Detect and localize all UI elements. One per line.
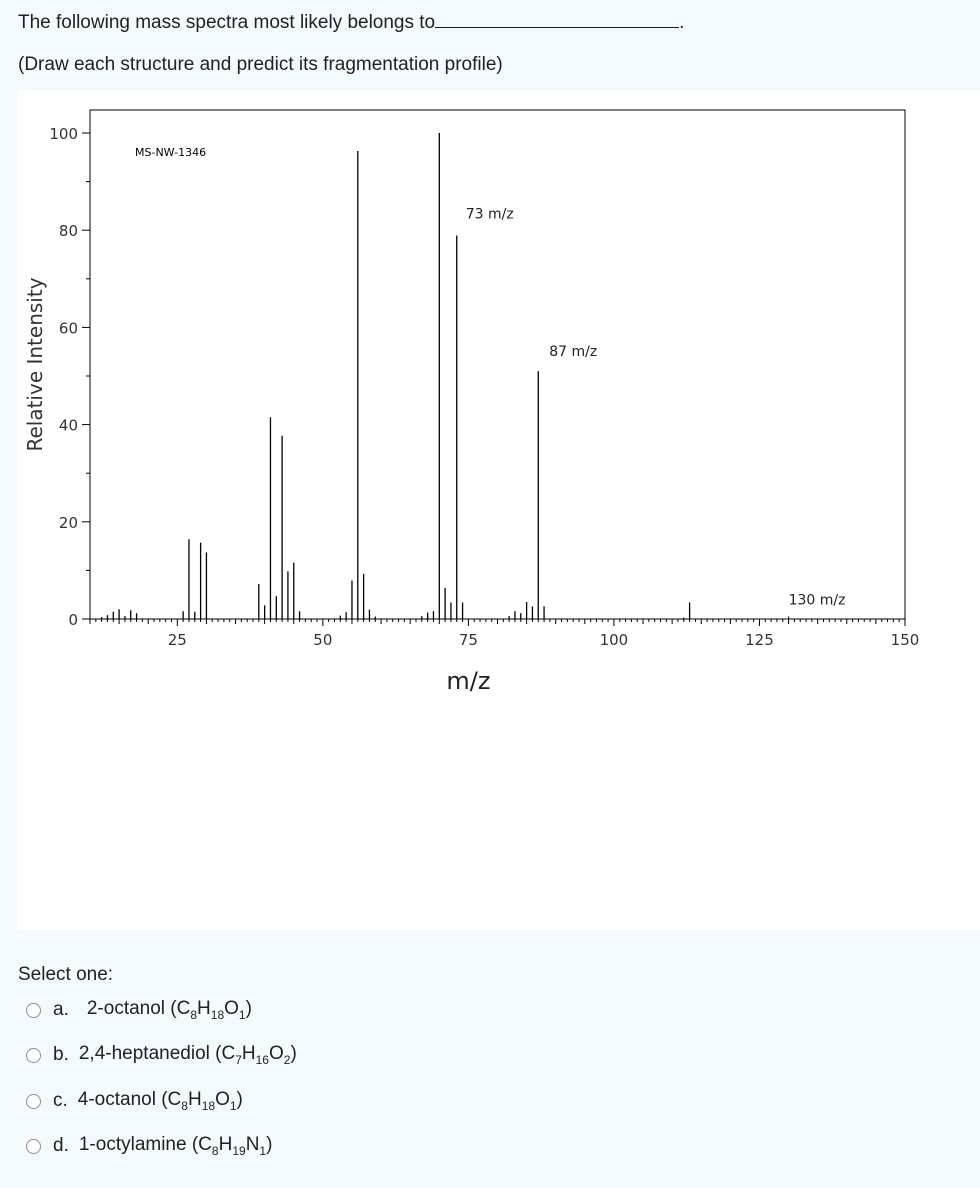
option-c-radio[interactable] <box>26 1093 41 1109</box>
question-instruction: (Draw each structure and predict its fra… <box>18 54 503 75</box>
answer-blank <box>435 13 680 28</box>
x-tick-label: 50 <box>313 631 332 649</box>
option-b-letter: b. <box>53 1044 69 1065</box>
x-tick-label: 125 <box>745 631 774 649</box>
x-tick-label: 75 <box>459 631 478 649</box>
y-tick-label: 100 <box>49 125 78 143</box>
sample-id-label: MS-NW-1346 <box>135 146 206 159</box>
mass-spectrum-chart: 0 20 40 60 80 100 25 50 75 100 125 150 m/z Relative I… <box>23 109 920 695</box>
y-tick-label: 0 <box>68 611 78 629</box>
option-a[interactable]: a. 2-octanol (C8H18O1) <box>26 996 252 1024</box>
y-tick-label: 40 <box>59 417 78 435</box>
option-b-label: 2,4-heptanediol (C7H16O2) <box>78 1043 297 1067</box>
question-prompt: The following mass spectra most likely b… <box>18 12 684 34</box>
prompt-end-period: . <box>679 12 685 33</box>
question-prompt-text: The following mass spectra most likely b… <box>18 12 436 33</box>
option-d[interactable]: d. 1-octylamine (C8H19N1) <box>26 1132 272 1160</box>
option-c-label: 4-octanol (C8H18O1) <box>77 1089 243 1113</box>
plot-frame <box>89 109 906 620</box>
x-tick-label: 150 <box>891 631 920 649</box>
y-tick-label: 80 <box>59 222 78 240</box>
y-axis-title: Relative Intensity <box>23 277 47 451</box>
x-tick-label: 100 <box>600 631 629 649</box>
option-a-label: 2-octanol (C8H18O1) <box>86 998 252 1022</box>
option-b-radio[interactable] <box>26 1047 41 1063</box>
option-c-letter: c. <box>53 1090 68 1111</box>
select-one-label: Select one: <box>18 964 114 985</box>
x-axis-title: m/z <box>446 667 490 695</box>
option-c[interactable]: c. 4-octanol (C8H18O1) <box>26 1087 243 1115</box>
option-a-letter: a. <box>53 999 69 1020</box>
option-d-letter: d. <box>53 1135 69 1156</box>
x-tick-label: 25 <box>168 631 187 649</box>
peak-annotation: 73 m/z <box>466 207 514 223</box>
peak-annotation: 130 m/z <box>789 593 846 609</box>
option-d-radio[interactable] <box>26 1138 41 1154</box>
y-tick-label: 60 <box>59 319 78 337</box>
y-tick-label: 20 <box>59 514 78 532</box>
option-a-radio[interactable] <box>26 1002 41 1018</box>
mass-spectrum-panel: 0 20 40 60 80 100 25 50 75 100 125 150 m/z Relative I… <box>17 90 980 930</box>
option-b[interactable]: b. 2,4-heptanediol (C7H16O2) <box>26 1041 297 1069</box>
peak-annotation: 87 m/z <box>549 344 597 360</box>
option-d-label: 1-octylamine (C8H19N1) <box>78 1134 273 1158</box>
